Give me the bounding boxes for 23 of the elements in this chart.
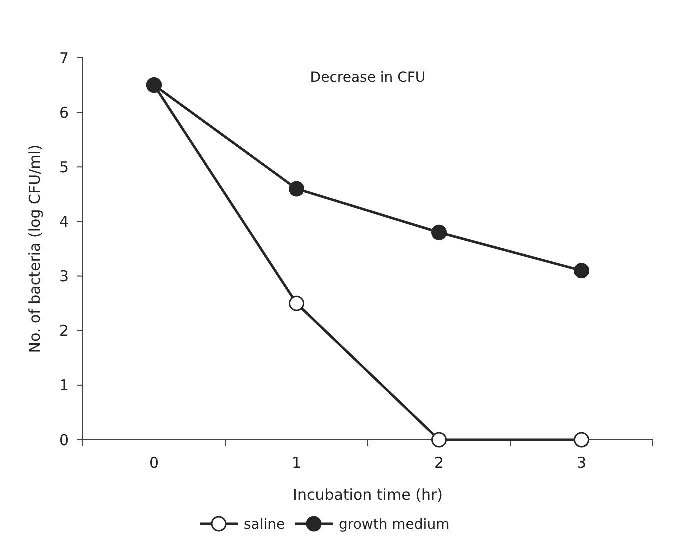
legend-label: growth medium — [339, 516, 450, 533]
point — [574, 263, 590, 279]
y-tick-label: 7 — [59, 49, 69, 68]
legend-label: saline — [244, 516, 286, 533]
x-tick-label: 1 — [292, 454, 302, 472]
point — [574, 432, 590, 448]
y-tick-label: 6 — [59, 104, 69, 122]
point — [289, 181, 304, 197]
y-tick-label: 5 — [59, 158, 69, 176]
y-tick-label: 3 — [59, 268, 69, 286]
x-tick-label: 2 — [434, 454, 444, 472]
y-tick-label: 0 — [59, 431, 69, 450]
y-tick-label: 1 — [59, 376, 69, 395]
point — [289, 296, 304, 312]
x-tick-label: 0 — [149, 454, 160, 472]
point — [432, 224, 447, 240]
x-tick-label: 3 — [576, 454, 587, 472]
y-tick-label: 4 — [59, 212, 69, 231]
y-axis-title: No. of bacteria (log CFU/ml) — [26, 144, 44, 354]
text: Decrease in CFU — [310, 70, 426, 86]
y-tick-label: 2 — [59, 322, 69, 340]
point — [432, 432, 447, 448]
x-axis-title: Incubation time (hr) — [293, 486, 443, 504]
